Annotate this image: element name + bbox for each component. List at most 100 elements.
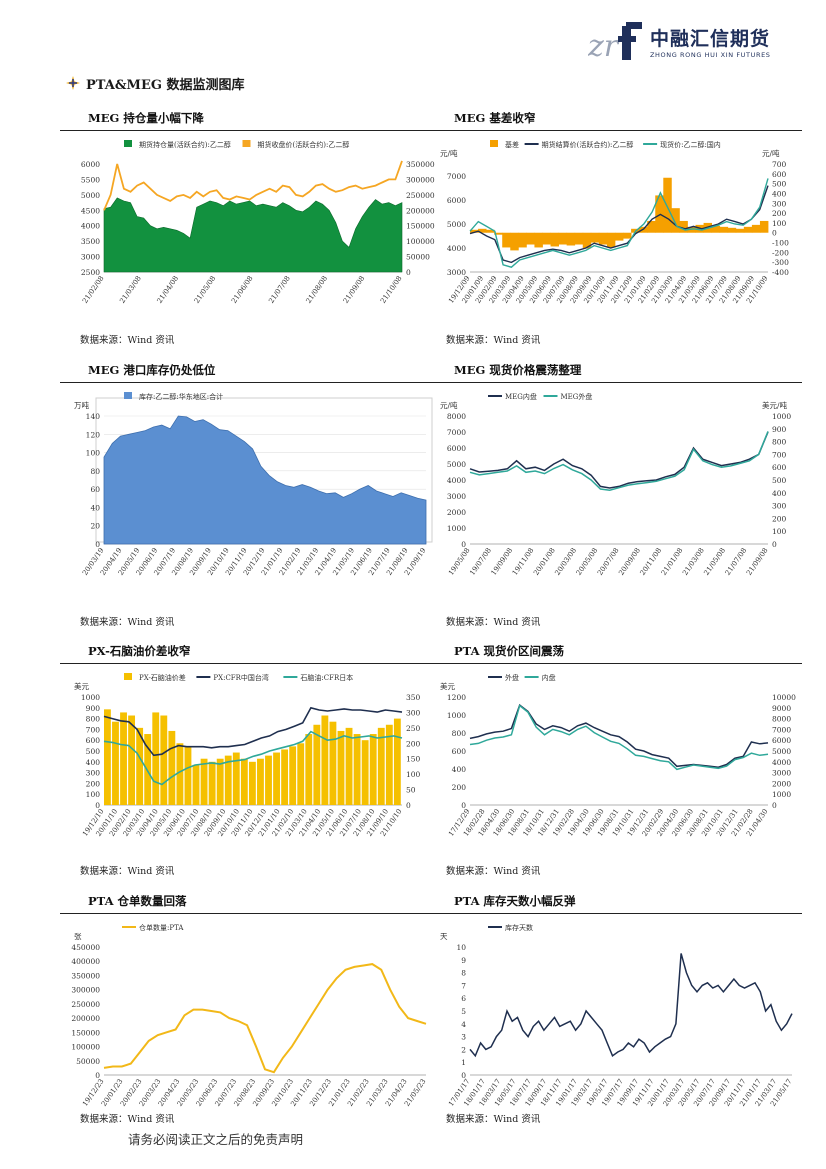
y-tick-label: 120 [86, 430, 101, 439]
y-right-tick-label: 1000 [772, 412, 791, 421]
basis-bar [647, 220, 656, 233]
chart-title-3: MEG 港口库存仍处低位 [88, 363, 216, 377]
chart-title-8: PTA 库存天数小幅反弹 [454, 894, 576, 908]
legend-label: 期货收盘价(活跃合约):乙二醇 [258, 140, 350, 149]
y-tick-label: 900 [86, 704, 101, 713]
legend-label: 仓单数量:PTA [139, 923, 184, 932]
y-unit-label: 美元 [74, 681, 89, 691]
spread-bar [176, 743, 184, 805]
company-name-en: ZHONG RONG HUI XIN FUTURES [650, 51, 771, 59]
legend: 库存:乙二醇:华东地区:合计 [124, 392, 223, 401]
chart-divider [60, 663, 436, 664]
y-right-tick-label: 50000 [406, 253, 430, 262]
y-right-tick-label: -100 [772, 239, 789, 248]
y-right-unit-label: 美元/吨 [762, 400, 788, 410]
spread-bar [337, 730, 345, 805]
y-tick-label: 4500 [81, 206, 100, 215]
chart-divider [426, 663, 802, 664]
legend-label: PX-石脑油价差 [139, 673, 186, 682]
spread-bar [281, 749, 289, 805]
basis-bar [727, 227, 737, 233]
basis-bar [751, 224, 761, 233]
y-tick-label: 0 [95, 1071, 100, 1080]
spread-bar [200, 758, 208, 805]
y-tick-label: 8 [461, 969, 466, 978]
y-tick-label: 350000 [71, 971, 100, 980]
legend-label: MEG外盘 [561, 392, 593, 401]
chart-title-2: MEG 基差收窄 [454, 111, 536, 125]
y-right-tick-label: 4000 [772, 758, 791, 767]
y-right-tick-label: 2000 [772, 779, 791, 788]
y-right-tick-label: 500 [772, 476, 787, 485]
spread-bar [289, 746, 297, 805]
y-right-tick-label: 0 [772, 229, 777, 238]
legend-label: 基差 [505, 140, 519, 149]
warehouse-receipts-line [103, 963, 427, 1074]
y-tick-label: 0 [95, 801, 100, 810]
legend-swatch [490, 140, 498, 147]
spread-bar [377, 727, 385, 805]
naphtha-line [103, 730, 403, 786]
y-tick-label: 100000 [71, 1043, 100, 1052]
spread-bar [160, 715, 168, 805]
basis-bar [486, 229, 495, 233]
y-tick-label: 600 [86, 736, 101, 745]
y-tick-label: 1000 [447, 524, 466, 533]
x-tick-label: 21/10/08 [379, 275, 404, 305]
y-right-tick-label: 100 [406, 770, 421, 779]
y-right-tick-label: -200 [772, 248, 789, 257]
basis-bar [614, 232, 624, 241]
y-right-tick-label: 100 [772, 527, 787, 536]
y-unit-label: 美元 [440, 681, 455, 691]
basis-bar [687, 226, 696, 233]
legend-label: 内盘 [542, 673, 556, 682]
y-tick-label: 0 [461, 540, 466, 549]
y-tick-label: 4000 [447, 476, 466, 485]
y-tick-label: 450000 [71, 943, 100, 952]
y-tick-label: 100 [86, 790, 101, 799]
spread-bar [184, 746, 192, 805]
y-right-unit-label: 元/吨 [762, 148, 780, 158]
pta-inner-line [469, 704, 769, 771]
basis-bar [582, 232, 592, 249]
y-tick-label: 1200 [447, 693, 466, 702]
source-note: 数据来源：Wind 资讯 [446, 617, 541, 628]
y-tick-label: 40 [90, 503, 100, 512]
y-tick-label: 80 [90, 467, 100, 476]
y-right-tick-label: 5000 [772, 747, 791, 756]
spread-bar [313, 724, 321, 805]
y-tick-label: 5000 [447, 220, 466, 229]
y-unit-label: 元/吨 [440, 400, 458, 410]
source-note: 数据来源：Wind 资讯 [446, 1114, 541, 1125]
y-right-tick-label: 250000 [406, 191, 435, 200]
y-tick-label: 5000 [81, 191, 100, 200]
spread-bar [369, 734, 377, 805]
spread-bar [297, 743, 305, 805]
y-tick-label: 4 [461, 1020, 466, 1029]
basis-bar [598, 232, 608, 245]
legend-label: 库存:乙二醇:华东地区:合计 [139, 392, 223, 401]
x-tick-label: 21/05/08 [193, 275, 218, 305]
x-tick-label: 21/09/08 [745, 547, 770, 577]
futures-line [469, 185, 769, 264]
y-right-tick-label: 400 [772, 189, 787, 198]
spread-bar [248, 761, 256, 805]
y-tick-label: 400000 [71, 957, 100, 966]
inventory-area [103, 415, 427, 545]
y-right-tick-label: 150 [406, 755, 421, 764]
spread-bar [361, 740, 369, 805]
y-tick-label: 5500 [81, 175, 100, 184]
y-right-tick-label: 500 [772, 180, 787, 189]
basis-bar [759, 220, 769, 233]
y-tick-label: 7000 [447, 428, 466, 437]
y-tick-label: 3 [461, 1033, 466, 1042]
legend-label: MEG内盘 [505, 392, 537, 401]
y-right-tick-label: 600 [772, 463, 787, 472]
x-tick-label: 21/07/08 [267, 275, 292, 305]
spread-bar [329, 721, 337, 805]
y-tick-label: 250000 [71, 1000, 100, 1009]
y-right-tick-label: 150000 [406, 222, 435, 231]
y-right-tick-label: 0 [406, 268, 411, 277]
legend-label: 库存天数 [505, 923, 533, 932]
y-right-tick-label: 400 [772, 489, 787, 498]
